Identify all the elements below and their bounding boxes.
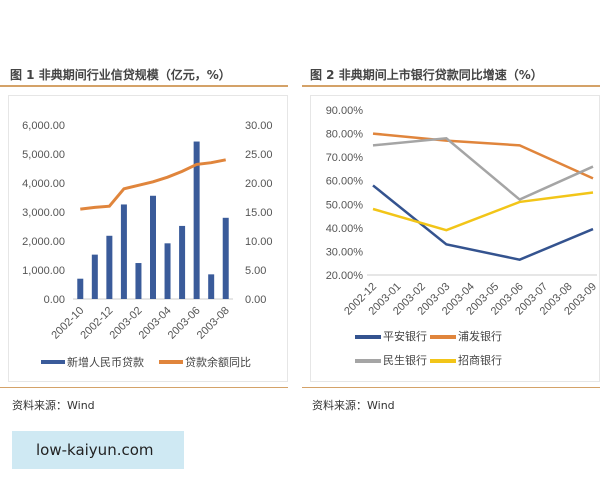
left-tick-label: 0.00 [44,294,65,306]
bar [150,195,156,299]
line-series [372,132,594,180]
left-tick-label: 5,000.00 [22,149,65,161]
legend-label: 招商银行 [458,353,502,367]
right-tick-label: 10.00 [245,236,273,248]
y-tick-label: 20.00% [326,270,364,282]
left-tick-label: 2,000.00 [22,236,65,248]
source-note-1: 资料来源：Wind [12,399,95,412]
chart2-title: 图 2 非典期间上市银行贷款同比增速（%） [310,68,543,82]
legend-swatch [355,335,381,339]
y-tick-label: 90.00% [326,105,364,117]
legend-label: 贷款余额同比 [185,355,251,369]
right-tick-label: 15.00 [245,207,273,219]
y-tick-label: 70.00% [326,152,364,164]
legend-label: 新增人民币贷款 [67,355,144,369]
bar [179,225,186,299]
bar [164,243,171,299]
line-series [372,184,594,261]
legend-swatch-bar [41,360,65,364]
y-tick-label: 60.00% [326,176,364,188]
line-series-loan-yoy [80,158,227,211]
line-series [372,136,594,202]
y-tick-label: 40.00% [326,223,364,235]
chart2-panel: 20.00% 30.00% 40.00% 50.00% 60.00% 70.00% 80.0… [310,95,600,382]
left-tick-label: 1,000.00 [22,265,65,277]
y-tick-label: 50.00% [326,199,364,211]
legend-swatch [430,335,456,339]
legend-swatch [430,359,456,363]
bar [222,217,229,299]
chart2-svg: 20.00% 30.00% 40.00% 50.00% 60.00% 70.00% 80.0… [326,105,599,367]
right-tick-label: 20.00 [245,178,273,190]
divider [0,85,288,87]
bar [193,141,200,299]
legend-label: 平安银行 [383,329,427,343]
right-tick-label: 25.00 [245,149,273,161]
source-note-2: 资料来源：Wind [312,399,395,412]
chart1-panel: 0.00 1,000.00 2,000.00 3,000.00 4,000.00 5,00… [8,95,288,382]
divider [302,85,600,87]
legend-label: 民生银行 [383,353,427,367]
divider [302,387,600,388]
y-tick-label: 30.00% [326,246,364,258]
right-tick-label: 30.00 [245,120,273,132]
y-tick-label: 80.00% [326,129,364,141]
bar [91,254,98,299]
right-tick-label: 5.00 [245,265,266,277]
chart1-svg: 0.00 1,000.00 2,000.00 3,000.00 4,000.00 5,00… [22,120,273,369]
bar [77,278,84,299]
left-tick-label: 4,000.00 [22,178,65,190]
legend-label: 浦发银行 [458,329,502,343]
chart1-title: 图 1 非典期间行业信贷规模（亿元，%） [10,68,231,82]
bar [208,274,215,299]
legend-swatch [355,359,381,363]
bar [135,263,142,299]
divider [0,387,288,388]
left-tick-label: 6,000.00 [22,120,65,132]
bar [120,204,127,299]
line-series [372,191,594,232]
right-tick-label: 0.00 [245,294,266,306]
left-tick-label: 3,000.00 [22,207,65,219]
x-tick-label: 2003-08 [195,305,232,342]
legend-swatch-line [159,360,183,364]
watermark: low-kaiyun.com [12,431,184,469]
bar [106,235,113,299]
